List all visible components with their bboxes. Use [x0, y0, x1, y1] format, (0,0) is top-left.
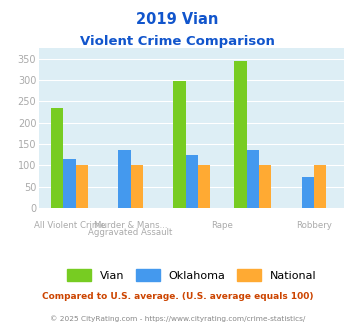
Text: Rape: Rape — [211, 221, 233, 230]
Text: © 2025 CityRating.com - https://www.cityrating.com/crime-statistics/: © 2025 CityRating.com - https://www.city… — [50, 315, 305, 322]
Bar — [186, 155, 198, 208]
Bar — [247, 150, 259, 208]
Bar — [302, 177, 314, 208]
Text: 2019 Vian: 2019 Vian — [136, 12, 219, 26]
Text: Violent Crime Comparison: Violent Crime Comparison — [80, 35, 275, 48]
Bar — [173, 81, 186, 208]
Bar — [259, 165, 271, 208]
Bar — [119, 150, 131, 208]
Bar — [51, 108, 64, 208]
Text: All Violent Crime: All Violent Crime — [34, 221, 105, 230]
Bar — [198, 165, 210, 208]
Text: Aggravated Assault: Aggravated Assault — [88, 228, 173, 237]
Text: Murder & Mans...: Murder & Mans... — [94, 221, 168, 230]
Legend: Vian, Oklahoma, National: Vian, Oklahoma, National — [62, 265, 321, 285]
Bar — [64, 159, 76, 208]
Bar — [76, 165, 88, 208]
Bar — [234, 61, 247, 208]
Text: Compared to U.S. average. (U.S. average equals 100): Compared to U.S. average. (U.S. average … — [42, 292, 313, 301]
Bar — [131, 165, 143, 208]
Bar — [314, 165, 326, 208]
Text: Robbery: Robbery — [296, 221, 332, 230]
